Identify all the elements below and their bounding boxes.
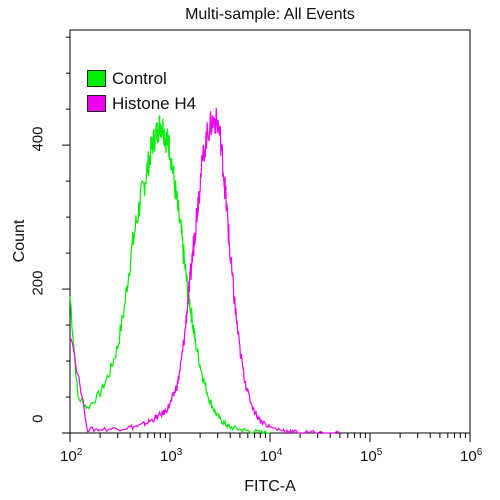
legend-swatch-control — [87, 70, 106, 87]
series-line-histone-h4 — [69, 107, 341, 435]
series-lines — [69, 107, 341, 435]
x-tick-label: 102 — [60, 447, 83, 465]
y-tick-label: 200 — [29, 270, 47, 296]
chart-title: Multi-sample: All Events — [185, 6, 355, 23]
legend-item-histone-h4: Histone H4 — [87, 91, 196, 116]
legend-swatch-histone-h4 — [87, 95, 106, 112]
x-axis-ticks — [69, 433, 471, 442]
legend: Control Histone H4 — [87, 66, 196, 116]
x-axis-label: FITC-A — [244, 478, 296, 495]
x-tick-label: 103 — [160, 447, 183, 465]
x-tick-label: 105 — [360, 447, 383, 465]
x-tick-label: 106 — [460, 447, 483, 465]
y-tick-label: 0 — [29, 414, 47, 423]
y-tick-label: 400 — [29, 126, 47, 152]
y-axis-ticks — [62, 36, 70, 434]
legend-label-histone-h4: Histone H4 — [112, 93, 197, 113]
legend-item-control: Control — [87, 66, 196, 91]
legend-label-control: Control — [112, 68, 167, 88]
y-axis-label: Count — [11, 219, 28, 263]
x-tick-label: 104 — [260, 447, 283, 465]
series-line-control — [69, 115, 270, 434]
